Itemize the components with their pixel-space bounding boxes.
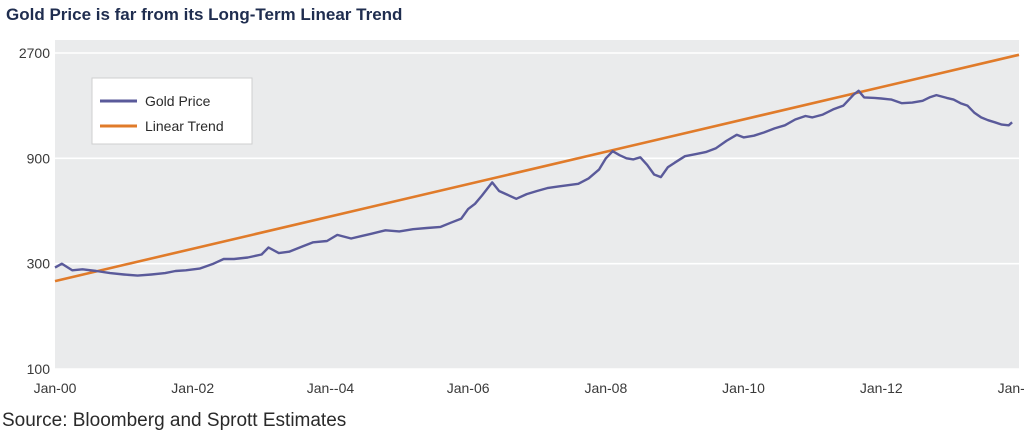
x-tick-label: Jan-02 [171,380,214,396]
y-tick-label: 2700 [19,45,50,61]
x-tick-label: Jan-08 [584,380,627,396]
x-tick-label: Jan-00 [34,380,77,396]
y-axis: 100 300 900 2700 [19,45,50,377]
y-tick-label: 300 [27,256,51,272]
x-tick-label: Jan-06 [447,380,490,396]
y-tick-label: 100 [27,361,51,377]
y-tick-label: 900 [27,150,51,166]
x-tick-label: Jan-12 [860,380,903,396]
legend-box [91,77,253,145]
x-tick-label: Jan-14 [998,380,1024,396]
gold-price-line [54,89,1013,277]
legend: Gold Price Linear Trend [91,77,253,145]
legend-entry: Linear Trend [145,118,224,134]
x-tick-label: Jan--04 [307,380,355,396]
series-layer [54,53,1020,283]
chart-title: Gold Price is far from its Long-Term Lin… [6,5,403,24]
source-note: Source: Bloomberg and Sprott Estimates [2,410,347,431]
x-tick-label: Jan-10 [722,380,765,396]
x-axis: Jan-00 Jan-02 Jan--04 Jan-06 Jan-08 Jan-10 Jan… [34,380,1024,396]
legend-entry: Gold Price [145,93,211,109]
